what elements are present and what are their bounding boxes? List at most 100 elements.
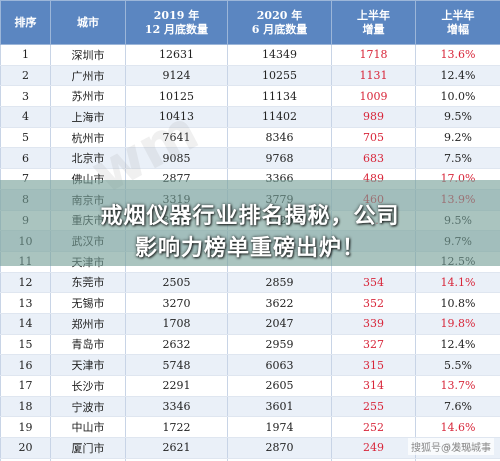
title-banner	[0, 180, 500, 266]
cell-rate: 9.5%	[415, 106, 500, 128]
table-row: 5 杭州市 7641 8346 705 9.2%	[0, 127, 500, 149]
cell-y2020: 10255	[227, 65, 332, 87]
header-2020-l2: 6 月底数量	[251, 22, 308, 36]
cell-y2020: 2605	[227, 375, 332, 397]
header-increment: 上半年 增量	[331, 0, 416, 45]
cell-y2019: 10413	[125, 106, 228, 128]
cell-y2020: 11402	[227, 106, 332, 128]
cell-rank: 1	[0, 44, 51, 66]
table-row: 19 中山市 1722 1974 252 14.6%	[0, 416, 500, 439]
cell-y2020: 11134	[227, 85, 332, 108]
cell-y2019: 10125	[125, 85, 228, 108]
cell-rate: 19.8%	[415, 313, 500, 335]
banner-title-line1: 戒烟仪器行业排名揭秘，公司	[100, 204, 400, 229]
table-row: 13 无锡市 3270 3622 352 10.8%	[0, 292, 500, 314]
cell-y2019: 2291	[125, 375, 228, 397]
table-row: 3 苏州市 10125 11134 1009 10.0%	[0, 85, 500, 108]
banner-title-line2: 影响力榜单重磅出炉！	[134, 236, 365, 261]
cell-y2019: 12631	[125, 44, 228, 66]
cell-incr: 354	[331, 272, 416, 294]
cell-rate: 13.6%	[415, 44, 500, 66]
cell-city: 郑州市	[50, 313, 126, 335]
cell-city: 杭州市	[50, 127, 126, 149]
header-rank-l1: 排序	[14, 15, 37, 29]
table-row: 15 青岛市 2632 2959 327 12.4%	[0, 334, 500, 356]
cell-incr: 352	[331, 292, 416, 314]
cell-rank: 4	[0, 106, 51, 128]
cell-rate: 7.6%	[415, 396, 500, 418]
cell-city: 无锡市	[50, 292, 126, 314]
header-rate-l2: 增幅	[447, 22, 469, 36]
cell-incr: 1009	[331, 85, 416, 108]
cell-rank: 15	[0, 334, 51, 356]
cell-rank: 2	[0, 65, 51, 87]
cell-incr: 989	[331, 106, 416, 128]
cell-y2019: 2505	[125, 272, 228, 294]
table-row: 2 广州市 9124 10255 1131 12.4%	[0, 65, 500, 87]
cell-rank: 16	[0, 354, 51, 376]
cell-y2019: 7641	[125, 127, 228, 149]
cell-y2020: 2959	[227, 334, 332, 356]
cell-y2020: 3601	[227, 396, 332, 418]
cell-rate: 12.4%	[415, 65, 500, 87]
header-rank: 排序	[0, 0, 51, 45]
cell-y2020: 8346	[227, 127, 332, 149]
cell-incr: 705	[331, 127, 416, 149]
cell-y2019: 9085	[125, 147, 228, 170]
cell-city: 广州市	[50, 65, 126, 87]
cell-y2020: 2870	[227, 437, 332, 459]
cell-city: 上海市	[50, 106, 126, 128]
source-watermark: 搜狐号@发现城事	[408, 438, 494, 455]
cell-incr: 327	[331, 334, 416, 356]
cell-city: 北京市	[50, 147, 126, 170]
header-rate: 上半年 增幅	[415, 0, 500, 45]
cell-rank: 6	[0, 147, 51, 170]
cell-city: 东莞市	[50, 272, 126, 294]
header-city-l1: 城市	[77, 15, 99, 29]
cell-city: 厦门市	[50, 437, 126, 459]
cell-rank: 18	[0, 396, 51, 418]
cell-rate: 7.5%	[415, 147, 500, 170]
cell-rate: 9.2%	[415, 127, 500, 149]
table-row: 1 深圳市 12631 14349 1718 13.6%	[0, 44, 500, 66]
cell-y2019: 1708	[125, 313, 228, 335]
cell-city: 长沙市	[50, 375, 126, 397]
cell-incr: 249	[331, 437, 416, 459]
cell-incr: 315	[331, 354, 416, 376]
cell-rate: 10.0%	[415, 85, 500, 108]
cell-rank: 3	[0, 85, 51, 108]
cell-city: 宁波市	[50, 396, 126, 418]
table-row: 18 宁波市 3346 3601 255 7.6%	[0, 396, 500, 418]
cell-incr: 252	[331, 416, 416, 439]
header-2019-l1: 2019 年	[153, 8, 200, 22]
cell-rank: 14	[0, 313, 51, 335]
cell-y2019: 5748	[125, 354, 228, 376]
header-increment-l1: 上半年	[357, 8, 390, 22]
table-row: 14 郑州市 1708 2047 339 19.8%	[0, 313, 500, 335]
table-row: 20厦门市262128702499.5%	[0, 437, 500, 459]
header-increment-l2: 增量	[362, 22, 385, 36]
cell-city: 深圳市	[50, 44, 126, 66]
table-row: 6 北京市 9085 9768 683 7.5%	[0, 147, 500, 170]
cell-y2020: 2047	[227, 313, 332, 335]
cell-incr: 255	[331, 396, 416, 418]
cell-rate: 14.1%	[415, 272, 500, 294]
cell-city: 天津市	[50, 354, 126, 376]
cell-incr: 683	[331, 147, 416, 170]
header-2019: 2019 年 12 月底数量	[125, 0, 228, 45]
cell-rank: 13	[0, 292, 51, 314]
cell-incr: 1718	[331, 44, 416, 66]
cell-y2020: 6063	[227, 354, 332, 376]
table-row: 12 东莞市 2505 2859 354 14.1%	[0, 272, 500, 294]
table-row: 16 天津市 5748 6063 315 5.5%	[0, 354, 500, 376]
cell-rate: 12.4%	[415, 334, 500, 356]
cell-y2020: 9768	[227, 147, 332, 170]
cell-rate: 10.8%	[415, 292, 500, 314]
table-total-row: 全国17380319237318570	[0, 458, 500, 461]
cell-y2020: 3622	[227, 292, 332, 314]
cell-incr: 314	[331, 375, 416, 397]
cell-y2020: 1974	[227, 416, 332, 439]
